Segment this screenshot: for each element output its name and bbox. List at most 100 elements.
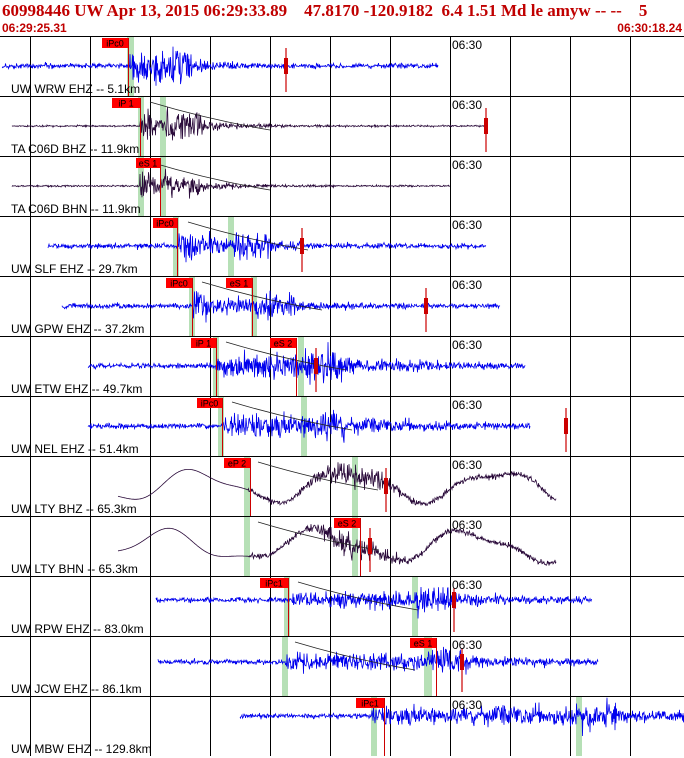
station-label: UW MBW EHZ -- 129.8km	[11, 742, 152, 756]
pick-label-box	[410, 638, 436, 648]
pick-label-box	[112, 98, 140, 108]
seismic-trace	[11, 107, 487, 141]
pick-label: iPc0	[201, 399, 219, 409]
phase-window-band	[160, 157, 166, 216]
trace-row: iPc1 06:30 UW RPW EHZ -- 83.0km	[0, 576, 684, 636]
pick-label-box	[270, 338, 296, 348]
pick-label: eS 2	[274, 339, 293, 349]
predicted-arrival-curve	[201, 281, 323, 311]
seismic-trace	[87, 409, 531, 443]
coda-marker-box	[564, 418, 568, 434]
seismic-trace	[61, 290, 501, 323]
trace-row: iPc0 06:30 UW NEL EHZ -- 51.4km	[0, 396, 684, 456]
end-time: 06:30:18.24	[617, 21, 682, 35]
minute-label: 06:30	[452, 98, 482, 112]
minute-label: 06:30	[452, 638, 482, 652]
phase-window-band	[138, 157, 144, 216]
coda-marker-box	[484, 118, 488, 134]
trace-row: eS 1 06:30 TA C06D BHN -- 11.9km	[0, 156, 684, 216]
predicted-arrival-curve	[187, 221, 309, 251]
pick-label: iP 1	[196, 339, 211, 349]
minute-label: 06:30	[452, 218, 482, 232]
predicted-arrival-curve	[149, 161, 271, 191]
pick-label: iP 1	[118, 99, 133, 109]
pick-label-box	[197, 398, 222, 408]
phase-window-band	[576, 697, 582, 756]
minute-label: 06:30	[452, 698, 482, 712]
trace-row: iP 1 eS 2 06:30 UW ETW EHZ -- 49.7km	[0, 336, 684, 396]
phase-window-band	[412, 577, 418, 636]
seismic-trace	[239, 697, 684, 737]
pick-label-box	[334, 518, 360, 528]
pick-label-box	[356, 698, 384, 708]
coda-marker-box	[314, 358, 318, 374]
station-label: TA C06D BHN -- 11.9km	[11, 202, 141, 216]
minute-label: 06:30	[452, 338, 482, 352]
coda-marker-box	[460, 654, 464, 670]
minute-label: 06:30	[452, 158, 482, 172]
predicted-arrival-curve	[149, 101, 271, 131]
phase-window-band	[251, 277, 257, 336]
minute-label: 06:30	[452, 578, 482, 592]
seismic-trace	[117, 462, 557, 507]
minute-label: 06:30	[452, 518, 482, 532]
trace-row: eS 2 06:30 UW LTY BHN -- 65.3km	[0, 516, 684, 576]
pick-label: eS 2	[338, 519, 357, 529]
phase-window-band	[371, 697, 377, 756]
pick-label-box	[166, 278, 192, 288]
station-label: UW RPW EHZ -- 83.0km	[11, 622, 144, 636]
phase-window-band	[282, 637, 288, 696]
seismic-trace	[117, 524, 557, 566]
coda-marker-box	[368, 538, 372, 554]
phase-window-band	[228, 217, 234, 276]
seismic-trace	[87, 342, 526, 385]
trace-row: iPc0 06:30 UW WRW EHZ -- 5.1km	[0, 36, 684, 96]
trace-row: iPc0 06:30 UW SLF EHZ -- 29.7km	[0, 216, 684, 276]
station-label: UW ETW EHZ -- 49.7km	[11, 382, 142, 396]
pick-label-box	[260, 578, 288, 588]
coda-marker-box	[424, 298, 428, 314]
pick-label-box	[136, 158, 160, 168]
trace-panel: iPc0 06:30 UW WRW EHZ -- 5.1km iP 1 06:30 TA …	[0, 36, 684, 756]
phase-window-band	[218, 397, 224, 456]
coda-marker-box	[452, 592, 456, 608]
minute-label: 06:30	[452, 398, 482, 412]
pick-label: eS 1	[414, 639, 433, 649]
pick-label-box	[226, 278, 252, 288]
predicted-arrival-curve	[257, 521, 379, 551]
station-label: UW LTY BHZ -- 65.3km	[11, 502, 137, 516]
pick-label: iPc0	[156, 219, 174, 229]
trace-row: iPc1 06:30 UW MBW EHZ -- 129.8km	[0, 696, 684, 756]
coda-marker-box	[300, 238, 304, 254]
pick-label-box	[191, 338, 216, 348]
pick-label-box	[224, 458, 250, 468]
predicted-arrival-curve	[231, 401, 353, 431]
pick-label-box	[102, 38, 128, 48]
seismic-trace	[155, 586, 593, 619]
coda-marker-box	[384, 478, 388, 494]
trace-row: eS 1 06:30 UW JCW EHZ -- 86.1km	[0, 636, 684, 696]
pick-label: iPc1	[265, 579, 283, 589]
predicted-arrival-curve	[297, 581, 419, 611]
pick-label: iPc1	[361, 699, 379, 709]
seismic-trace	[157, 646, 599, 675]
phase-window-band	[244, 457, 250, 516]
station-label: UW SLF EHZ -- 29.7km	[11, 262, 138, 276]
minute-label: 06:30	[452, 38, 482, 52]
minute-label: 06:30	[452, 278, 482, 292]
phase-window-band	[244, 517, 250, 576]
event-title: 60998446 UW Apr 13, 2015 06:29:33.89 47.…	[2, 1, 648, 20]
seismic-trace	[11, 168, 451, 199]
station-label: TA C06D BHZ -- 11.9km	[11, 142, 139, 156]
pick-label: iPc0	[106, 39, 124, 49]
seismic-trace	[1, 46, 439, 86]
trace-row: eP 2 06:30 UW LTY BHZ -- 65.3km	[0, 456, 684, 516]
predicted-arrival-curve	[257, 461, 379, 491]
pick-label: eS 1	[139, 159, 158, 169]
pick-label: iPc0	[170, 279, 188, 289]
coda-marker-box	[284, 58, 288, 74]
start-time: 06:29:25.31	[2, 21, 67, 35]
pick-label-box	[153, 218, 177, 228]
pick-label: eP 2	[228, 459, 246, 469]
